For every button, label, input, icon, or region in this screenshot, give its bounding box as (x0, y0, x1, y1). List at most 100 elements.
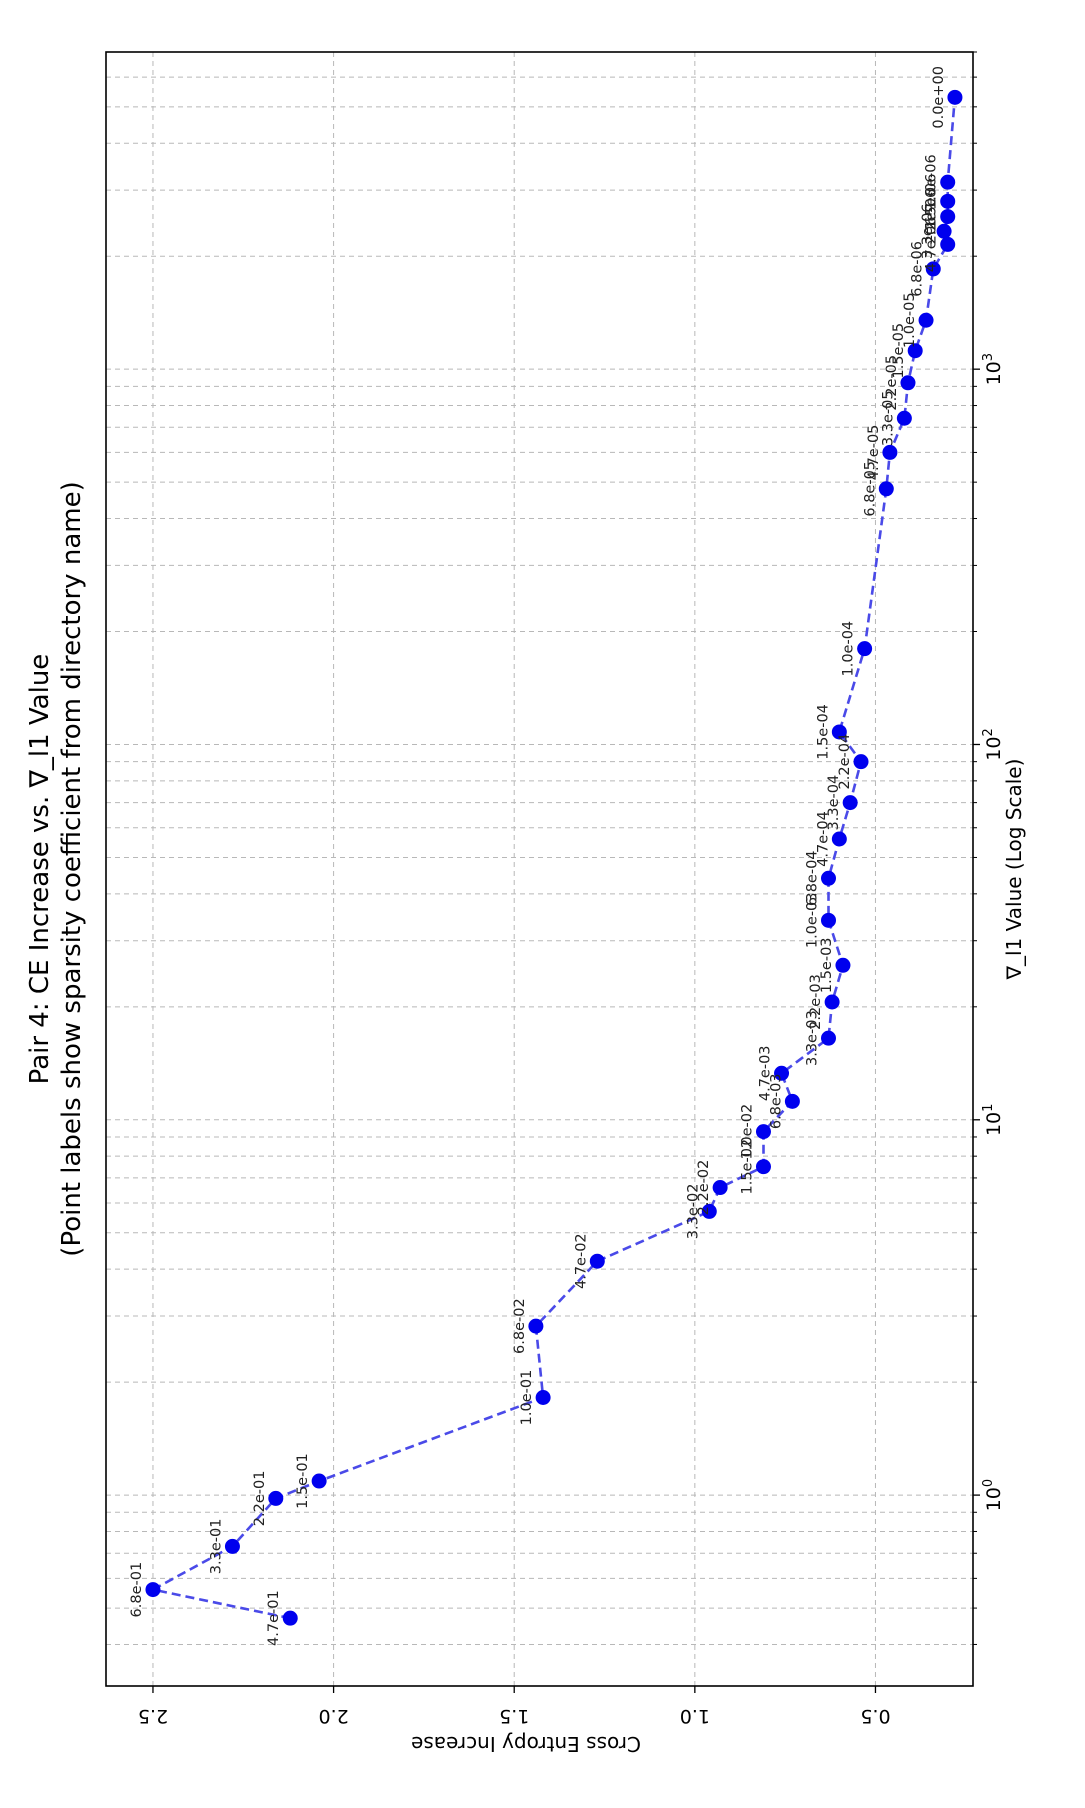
data-point (896, 410, 912, 426)
data-point (831, 831, 847, 847)
point-label-group: 1.0e-04 (841, 621, 857, 677)
x-tick-label-group: 101 (981, 1104, 1005, 1136)
point-label: 4.7e-02 (573, 1233, 589, 1289)
point-label: 3.3e-03 (805, 1010, 821, 1066)
data-point (936, 223, 952, 239)
point-label-group: 4.7e-03 (758, 1045, 774, 1101)
data-point (145, 1582, 161, 1598)
x-tick-label: 101 (981, 1104, 1005, 1136)
point-label: 2.2e-05 (884, 355, 900, 411)
point-label: 6.8e-03 (768, 1073, 784, 1129)
point-label: 1.0e-04 (841, 621, 857, 677)
data-point (535, 1389, 551, 1405)
x-axis-label: ∇_l1 Value (Log Scale) (1002, 759, 1026, 981)
point-label: 6.8e-06 (909, 241, 925, 297)
chart-title: Pair 4: CE Increase vs. ∇_l1 Value (25, 654, 55, 1085)
point-label-group: 1.5e-05 (891, 323, 907, 379)
point-label-group: 1.0e-05 (902, 292, 918, 348)
chart-subtitle: (Point labels show sparsity coefficient … (57, 481, 87, 1256)
x-tick-label-group: 100 (981, 1479, 1005, 1511)
x-tick-label-group: 102 (981, 728, 1005, 760)
point-label: 1.0e-02 (739, 1104, 755, 1160)
point-label-group: 2.2e-05 (884, 355, 900, 411)
x-tick-label-base: 10 (983, 1487, 1005, 1511)
point-label-group: 0.0e+00 (931, 66, 947, 129)
data-point (853, 754, 869, 770)
axis-ticks (152, 51, 980, 1693)
y-axis-label: Cross Entropy Increase (411, 1732, 641, 1756)
series-points-group (145, 89, 963, 1626)
data-point (774, 1065, 790, 1081)
data-point (882, 444, 898, 460)
point-label: 1.5e-05 (891, 323, 907, 379)
point-label-group: 3.3e-04 (826, 775, 842, 831)
data-point (940, 193, 956, 209)
x-tick-label-exponent: 0 (981, 1479, 996, 1487)
point-label: 4.7e-04 (815, 811, 831, 867)
y-tick-label: 2.5 (138, 1705, 168, 1727)
point-label: 6.8e-04 (805, 850, 821, 906)
point-label-group: 6.8e-05 (862, 461, 878, 517)
y-tick-label-group: 0.5 (860, 1705, 890, 1727)
point-label-group: 3.3e-05 (880, 390, 896, 446)
point-label: 4.7e-03 (758, 1045, 774, 1101)
point-label: 1.0e-06 (924, 154, 940, 210)
point-label-group: 1.5e-02 (739, 1139, 755, 1195)
data-point (842, 795, 858, 811)
point-label-group: 2.2e-06 (924, 189, 940, 245)
y-tick-label: 1.0 (680, 1705, 710, 1727)
point-label: 2.2e-06 (924, 189, 940, 245)
point-label-group: 6.8e-01 (129, 1562, 145, 1618)
point-label: 3.3e-05 (880, 390, 896, 446)
point-label: 0.0e+00 (931, 66, 947, 129)
data-point (940, 174, 956, 190)
point-label-group: 4.7e-04 (815, 811, 831, 867)
y-tick-label-group: 1.5 (499, 1705, 529, 1727)
x-tick-label: 100 (981, 1479, 1005, 1511)
y-tick-label: 2.0 (318, 1705, 348, 1727)
data-point (940, 236, 956, 252)
point-label-group: 1.0e-01 (519, 1370, 535, 1426)
point-label: 6.8e-02 (512, 1298, 528, 1354)
y-tick-label: 1.5 (499, 1705, 529, 1727)
point-label-group: 6.8e-04 (805, 850, 821, 906)
data-point (224, 1538, 240, 1554)
point-label: 2.2e-02 (696, 1160, 712, 1216)
point-label: 2.2e-04 (837, 734, 853, 790)
point-label-group: 1.0e-02 (739, 1104, 755, 1160)
point-label: 3.3e-04 (826, 775, 842, 831)
x-tick-label-base: 10 (983, 361, 1005, 385)
data-point (755, 1124, 771, 1140)
data-point (821, 870, 836, 886)
point-label-group: 4.7e-05 (866, 425, 882, 481)
data-point (925, 261, 941, 277)
point-label: 6.8e-05 (862, 461, 878, 517)
x-tick-label-base: 10 (983, 1112, 1005, 1136)
point-label-group: 6.8e-02 (512, 1298, 528, 1354)
x-tick-label-exponent: 1 (981, 1104, 996, 1112)
point-label: 2.2e-03 (808, 974, 824, 1030)
x-tick-label-exponent: 2 (981, 728, 996, 736)
data-point (268, 1490, 284, 1506)
data-point (835, 957, 851, 973)
point-label-group: 4.7e-02 (573, 1233, 589, 1289)
y-tick-label: 0.5 (860, 1705, 890, 1727)
point-label: 4.7e-01 (266, 1590, 282, 1646)
data-point (311, 1473, 327, 1489)
point-label-group: 3.3e-03 (805, 1010, 821, 1066)
plot-frame (105, 51, 974, 1687)
point-label: 4.7e-06 (924, 217, 940, 273)
data-point (857, 641, 873, 657)
point-label-group: 1.5e-04 (815, 704, 831, 760)
data-point (907, 343, 923, 359)
data-point (918, 312, 934, 328)
point-labels-group: 4.7e-01 6.8e-01 3.3e-01 2.2e-01 1.5e-01 1.0e-… (129, 66, 947, 1646)
data-point (878, 481, 894, 497)
point-label: 3.3e-02 (685, 1184, 701, 1240)
x-tick-label-base: 10 (983, 737, 1005, 761)
point-label: 1.5e-01 (295, 1453, 311, 1509)
y-tick-label-group: 2.5 (138, 1705, 168, 1727)
